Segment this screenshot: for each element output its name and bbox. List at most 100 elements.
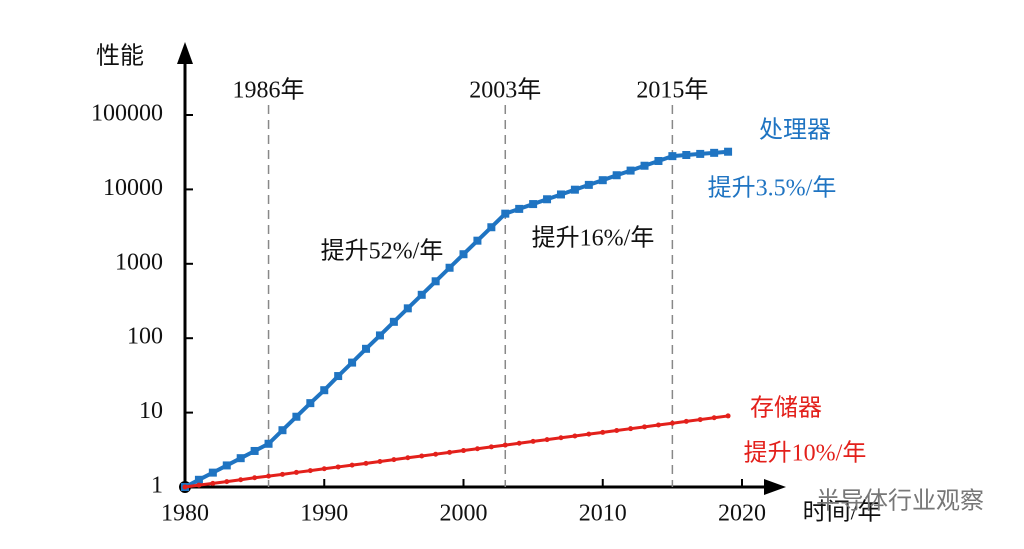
data-point [584, 180, 593, 189]
x-tick-label: 2000 [440, 501, 488, 527]
data-point [459, 250, 468, 259]
data-point [433, 451, 439, 457]
data-point [697, 417, 703, 423]
data-point [516, 440, 522, 446]
series-line [184, 414, 729, 489]
data-point [544, 437, 550, 443]
data-point [556, 190, 565, 199]
data-point [600, 429, 606, 435]
x-tick-label: 1990 [300, 501, 348, 527]
data-point [182, 484, 188, 490]
data-point [628, 426, 634, 432]
x-axis-arrow [764, 479, 786, 495]
data-point [210, 480, 216, 486]
data-point [293, 469, 299, 475]
data-point [558, 435, 564, 441]
data-point [264, 439, 273, 448]
y-tick-label: 100 [127, 324, 163, 350]
data-point [250, 446, 259, 455]
data-point [724, 147, 733, 156]
data-point [403, 304, 412, 313]
y-axis-label: 性能 [96, 43, 144, 70]
data-point [612, 171, 621, 180]
data-point [321, 466, 327, 472]
data-point [236, 454, 245, 463]
data-point [669, 420, 675, 426]
data-point [196, 482, 202, 488]
y-tick-label: 10000 [103, 175, 163, 201]
reference-label: 1986年 [233, 77, 305, 104]
data-point [419, 453, 425, 459]
annotation: 提升52%/年 [321, 238, 444, 265]
data-point [501, 209, 510, 218]
data-point [487, 223, 496, 232]
data-point [208, 468, 217, 477]
data-point [307, 468, 313, 474]
y-tick-label: 10 [139, 398, 163, 424]
y-tick-label: 100000 [91, 101, 163, 127]
data-point [640, 161, 649, 170]
data-point [348, 358, 357, 367]
data-point [389, 317, 398, 326]
series-label: 存储器 [750, 395, 822, 422]
watermark: 半导体行业观察 [816, 488, 984, 515]
x-tick-label: 2010 [579, 501, 627, 527]
data-point [362, 344, 371, 353]
data-point [405, 455, 411, 461]
data-point [377, 459, 383, 465]
reference-label: 2015年 [636, 77, 708, 104]
series-line [184, 149, 729, 489]
annotation: 提升16%/年 [532, 225, 655, 252]
data-point [502, 442, 508, 448]
data-point [572, 433, 578, 439]
x-axis-label: 时间/年 [803, 499, 882, 526]
annotation: 提升10%/年 [744, 440, 867, 467]
data-point [391, 457, 397, 463]
reference-label: 2003年 [469, 77, 541, 104]
data-point [238, 477, 244, 483]
data-point [320, 386, 329, 395]
data-point [711, 415, 717, 421]
data-point [278, 426, 287, 435]
y-axis-arrow [177, 42, 193, 64]
data-point [530, 438, 536, 444]
data-point [447, 449, 453, 455]
data-point [570, 185, 579, 194]
data-point [586, 431, 592, 437]
data-point [334, 372, 343, 381]
data-point [696, 149, 705, 158]
data-point [488, 444, 494, 450]
x-tick-label: 2020 [718, 501, 766, 527]
data-point [614, 427, 620, 433]
data-point [222, 461, 231, 470]
y-tick-label: 1000 [115, 249, 163, 275]
data-point [515, 204, 524, 213]
data-point [266, 473, 272, 479]
data-point [598, 176, 607, 185]
data-point [445, 263, 454, 272]
data-point [642, 424, 648, 430]
data-point [474, 446, 480, 452]
data-point [683, 418, 689, 424]
data-point [654, 156, 663, 165]
data-point [626, 166, 635, 175]
data-point [461, 448, 466, 454]
series-label: 处理器 [759, 117, 831, 144]
data-point [363, 460, 369, 466]
data-point [473, 236, 482, 245]
data-point [335, 464, 341, 470]
y-tick-label: 1 [151, 473, 163, 499]
data-point [710, 148, 719, 157]
data-point [668, 152, 677, 161]
data-point [431, 277, 440, 286]
data-point [682, 150, 691, 159]
data-point [655, 422, 661, 428]
x-tick-label: 1980 [161, 501, 209, 527]
data-point [417, 290, 426, 299]
data-point [292, 412, 301, 421]
data-point [194, 475, 203, 484]
data-point [252, 475, 258, 481]
data-point [529, 200, 538, 209]
data-point [375, 331, 384, 340]
